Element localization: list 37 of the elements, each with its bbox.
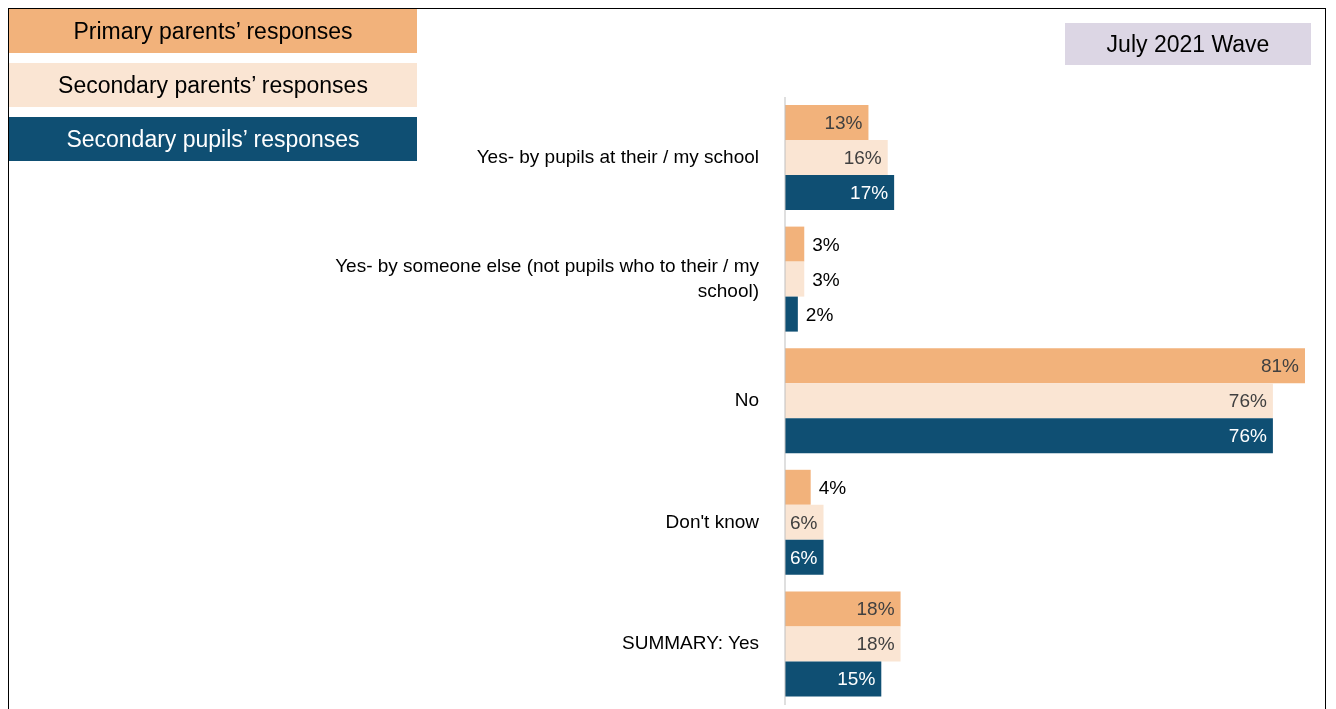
bar (785, 105, 869, 140)
text: Primary parents’ responses (9, 9, 417, 53)
data-label: 4% (818, 476, 847, 498)
data-label: 3% (812, 233, 840, 255)
bar (785, 296, 798, 332)
y-tick-label: Don't know (665, 510, 760, 532)
data-label: 76% (1228, 425, 1267, 447)
text: Secondary pupils’ responses (9, 117, 417, 161)
bar (785, 469, 811, 505)
text: July 2021 Wave (1065, 23, 1311, 65)
text: Secondary parents’ responses (9, 63, 417, 107)
data-label: 6% (790, 511, 818, 533)
bar (785, 175, 895, 210)
data-label: 17% (850, 182, 889, 203)
data-label: 3% (812, 268, 840, 290)
y-tick-label: SUMMARY: Yes (622, 632, 759, 654)
data-label: 15% (837, 668, 876, 690)
y-tick-label: No (734, 389, 759, 411)
bar (785, 226, 805, 262)
bar (785, 348, 1305, 384)
data-label: 18% (856, 598, 895, 620)
y-tick-label: Yes- by pupils at their / my school (476, 145, 759, 167)
bar (785, 418, 1273, 454)
y-tick-label: Yes- by someone else (not pupils who to their / my school) (335, 254, 760, 301)
data-label: 13% (824, 112, 863, 133)
bar (785, 661, 882, 697)
bar (785, 261, 805, 297)
data-label: 2% (805, 303, 834, 325)
data-label: 16% (843, 147, 882, 168)
data-label: 76% (1228, 390, 1267, 412)
data-label: 81% (1260, 355, 1300, 377)
bar (785, 140, 888, 175)
bar (785, 591, 901, 627)
bar (785, 383, 1273, 419)
data-label: 6% (790, 546, 818, 568)
bar (785, 626, 901, 662)
data-label: 18% (856, 633, 895, 655)
